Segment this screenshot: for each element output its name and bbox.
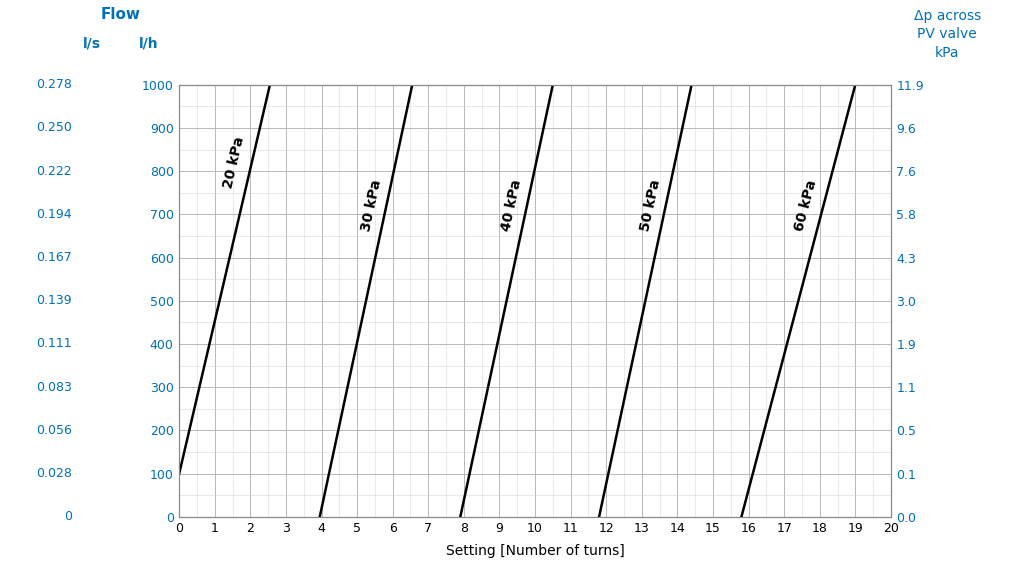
- Text: 0.167: 0.167: [36, 251, 72, 264]
- Text: 0.111: 0.111: [36, 338, 72, 350]
- Text: l/h: l/h: [138, 37, 159, 51]
- Text: 0.139: 0.139: [36, 294, 72, 307]
- Text: Δp across
PV valve
kPa: Δp across PV valve kPa: [913, 9, 981, 60]
- Text: 30 kPa: 30 kPa: [359, 179, 384, 233]
- Text: 0.056: 0.056: [36, 424, 72, 437]
- Text: 20 kPa: 20 kPa: [221, 135, 247, 190]
- Text: 60 kPa: 60 kPa: [792, 179, 819, 233]
- Text: l/s: l/s: [83, 37, 101, 51]
- Text: 0.250: 0.250: [36, 121, 72, 134]
- X-axis label: Setting [Number of turns]: Setting [Number of turns]: [445, 544, 625, 558]
- Text: 0.278: 0.278: [36, 78, 72, 91]
- Text: 50 kPa: 50 kPa: [638, 179, 664, 233]
- Text: 0.028: 0.028: [36, 467, 72, 480]
- Text: 0: 0: [63, 510, 72, 523]
- Text: Flow: Flow: [100, 7, 140, 22]
- Text: 0.083: 0.083: [36, 381, 72, 394]
- Text: 40 kPa: 40 kPa: [500, 179, 524, 233]
- Text: 0.222: 0.222: [36, 165, 72, 178]
- Text: 0.194: 0.194: [36, 208, 72, 221]
